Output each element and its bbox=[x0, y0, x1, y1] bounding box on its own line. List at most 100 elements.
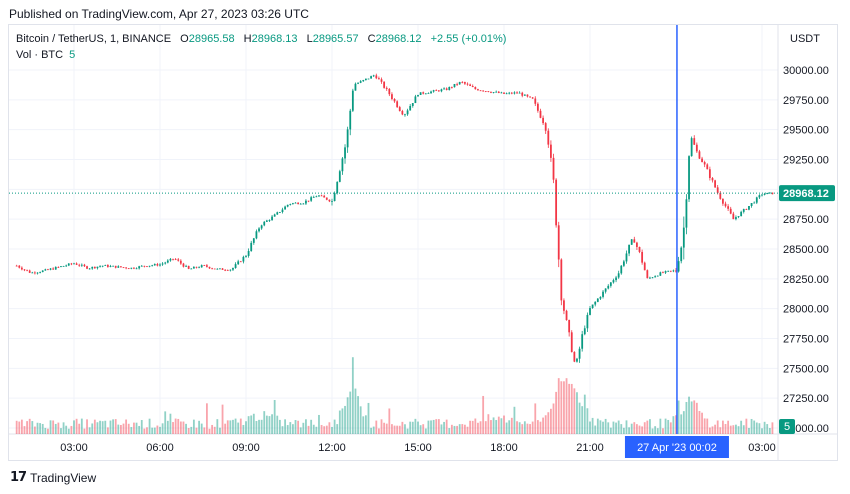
candle-body bbox=[65, 265, 68, 267]
volume-bar bbox=[536, 420, 539, 434]
candle-body bbox=[708, 169, 711, 179]
tradingview-logo[interactable]: 17 TradingView bbox=[10, 470, 96, 485]
candle-body bbox=[234, 264, 237, 269]
volume-bar bbox=[99, 420, 101, 434]
candle-body bbox=[638, 246, 641, 252]
volume-bar bbox=[466, 426, 469, 434]
volume-bar bbox=[229, 420, 232, 434]
candle-body bbox=[331, 201, 333, 202]
candle-body bbox=[461, 82, 464, 83]
volume-bar bbox=[255, 421, 258, 434]
candle-body bbox=[198, 267, 200, 269]
candle-body bbox=[333, 193, 336, 202]
volume-bar bbox=[497, 416, 500, 434]
volume-bar bbox=[563, 381, 565, 434]
candle-body bbox=[628, 244, 630, 254]
candle-body bbox=[200, 265, 203, 268]
x-tick-label: 12:00 bbox=[318, 442, 346, 454]
x-tick-label: 09:00 bbox=[232, 442, 260, 454]
volume-bar bbox=[719, 427, 722, 434]
last-volume-badge: 5 bbox=[784, 421, 790, 433]
volume-bar bbox=[604, 418, 607, 434]
volume-bar bbox=[560, 381, 563, 434]
candle-body bbox=[57, 266, 60, 268]
chart-panel[interactable] bbox=[8, 24, 838, 461]
volume-bar bbox=[406, 428, 409, 434]
candle-body bbox=[440, 89, 443, 92]
candle-body bbox=[659, 272, 662, 276]
candle-body bbox=[86, 266, 88, 269]
candle-body bbox=[140, 265, 143, 267]
candle-body bbox=[755, 197, 758, 203]
volume-bar bbox=[226, 420, 229, 434]
volume-bar bbox=[735, 424, 737, 434]
volume-bar bbox=[143, 428, 146, 434]
volume-bar bbox=[289, 422, 292, 434]
volume-bar bbox=[338, 410, 341, 434]
volume-bar bbox=[599, 420, 602, 434]
volume-bar bbox=[456, 425, 458, 434]
candle-body bbox=[255, 231, 258, 239]
open-label: O bbox=[180, 33, 189, 45]
candle-body bbox=[323, 195, 326, 198]
candle-body bbox=[362, 80, 365, 82]
volume-bar bbox=[88, 427, 91, 434]
candle-body bbox=[586, 314, 589, 329]
candle-body bbox=[192, 266, 195, 269]
candle-body bbox=[607, 285, 610, 289]
volume-bar bbox=[630, 423, 633, 434]
volume-bar bbox=[49, 420, 52, 434]
volume-bar bbox=[26, 421, 28, 434]
volume-bar bbox=[583, 394, 586, 434]
candle-body bbox=[161, 263, 164, 265]
candle-body bbox=[453, 83, 456, 88]
candle-body bbox=[302, 203, 305, 205]
volume-bar bbox=[461, 424, 464, 434]
volume-bar bbox=[385, 423, 388, 434]
volume-bar bbox=[273, 400, 276, 434]
candle-body bbox=[380, 79, 383, 82]
candle-body bbox=[740, 211, 743, 217]
y-tick-label: 29750.00 bbox=[783, 95, 829, 107]
candle-body bbox=[219, 268, 221, 270]
candle-body bbox=[497, 91, 500, 93]
candle-body bbox=[727, 206, 730, 209]
candle-body bbox=[646, 270, 649, 279]
volume-bar bbox=[552, 403, 555, 434]
candle-body bbox=[265, 220, 268, 222]
last-volume-badge-bg bbox=[779, 419, 795, 434]
candle-body bbox=[591, 304, 594, 309]
volume-bar bbox=[568, 383, 571, 434]
volume-bar bbox=[349, 391, 352, 434]
volume-bar bbox=[602, 421, 604, 434]
volume-bar bbox=[232, 419, 234, 434]
candle-body bbox=[492, 92, 495, 93]
tradingview-logo-icon: 17 bbox=[10, 470, 27, 485]
volume-bar bbox=[263, 411, 266, 434]
candle-body bbox=[385, 87, 388, 89]
volume-bar bbox=[146, 427, 148, 434]
volume-bar bbox=[156, 425, 159, 434]
volume-bar bbox=[636, 424, 638, 434]
currency-label[interactable]: USDT bbox=[790, 33, 820, 45]
volume-label[interactable]: Vol · BTC bbox=[16, 49, 64, 61]
volume-bar bbox=[740, 420, 743, 434]
volume-bar bbox=[526, 423, 529, 434]
candle-body bbox=[641, 251, 644, 263]
volume-bar bbox=[534, 403, 537, 434]
volume-bar bbox=[203, 427, 206, 434]
candle-body bbox=[305, 200, 307, 204]
candle-body bbox=[469, 84, 472, 86]
symbol-name[interactable]: Bitcoin / TetherUS, 1, BINANCE bbox=[16, 33, 172, 45]
candle-body bbox=[518, 92, 521, 94]
candle-body bbox=[742, 209, 745, 212]
volume-bar bbox=[474, 418, 477, 434]
candle-body bbox=[44, 269, 47, 271]
volume-bar bbox=[177, 418, 180, 434]
volume-bar bbox=[711, 426, 714, 434]
tradingview-wordmark: TradingView bbox=[30, 470, 97, 485]
candle-body bbox=[573, 351, 576, 362]
volume-bar bbox=[224, 423, 227, 434]
candle-body bbox=[732, 213, 735, 220]
